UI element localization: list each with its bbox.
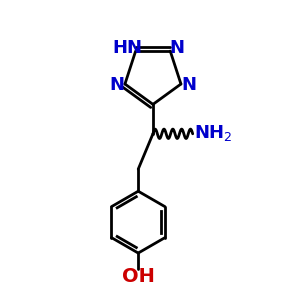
Text: N: N <box>169 39 184 57</box>
Text: HN: HN <box>112 39 142 57</box>
Text: N: N <box>182 76 197 94</box>
Text: OH: OH <box>122 267 155 286</box>
Text: N: N <box>109 76 124 94</box>
Text: NH$_2$: NH$_2$ <box>194 123 233 143</box>
